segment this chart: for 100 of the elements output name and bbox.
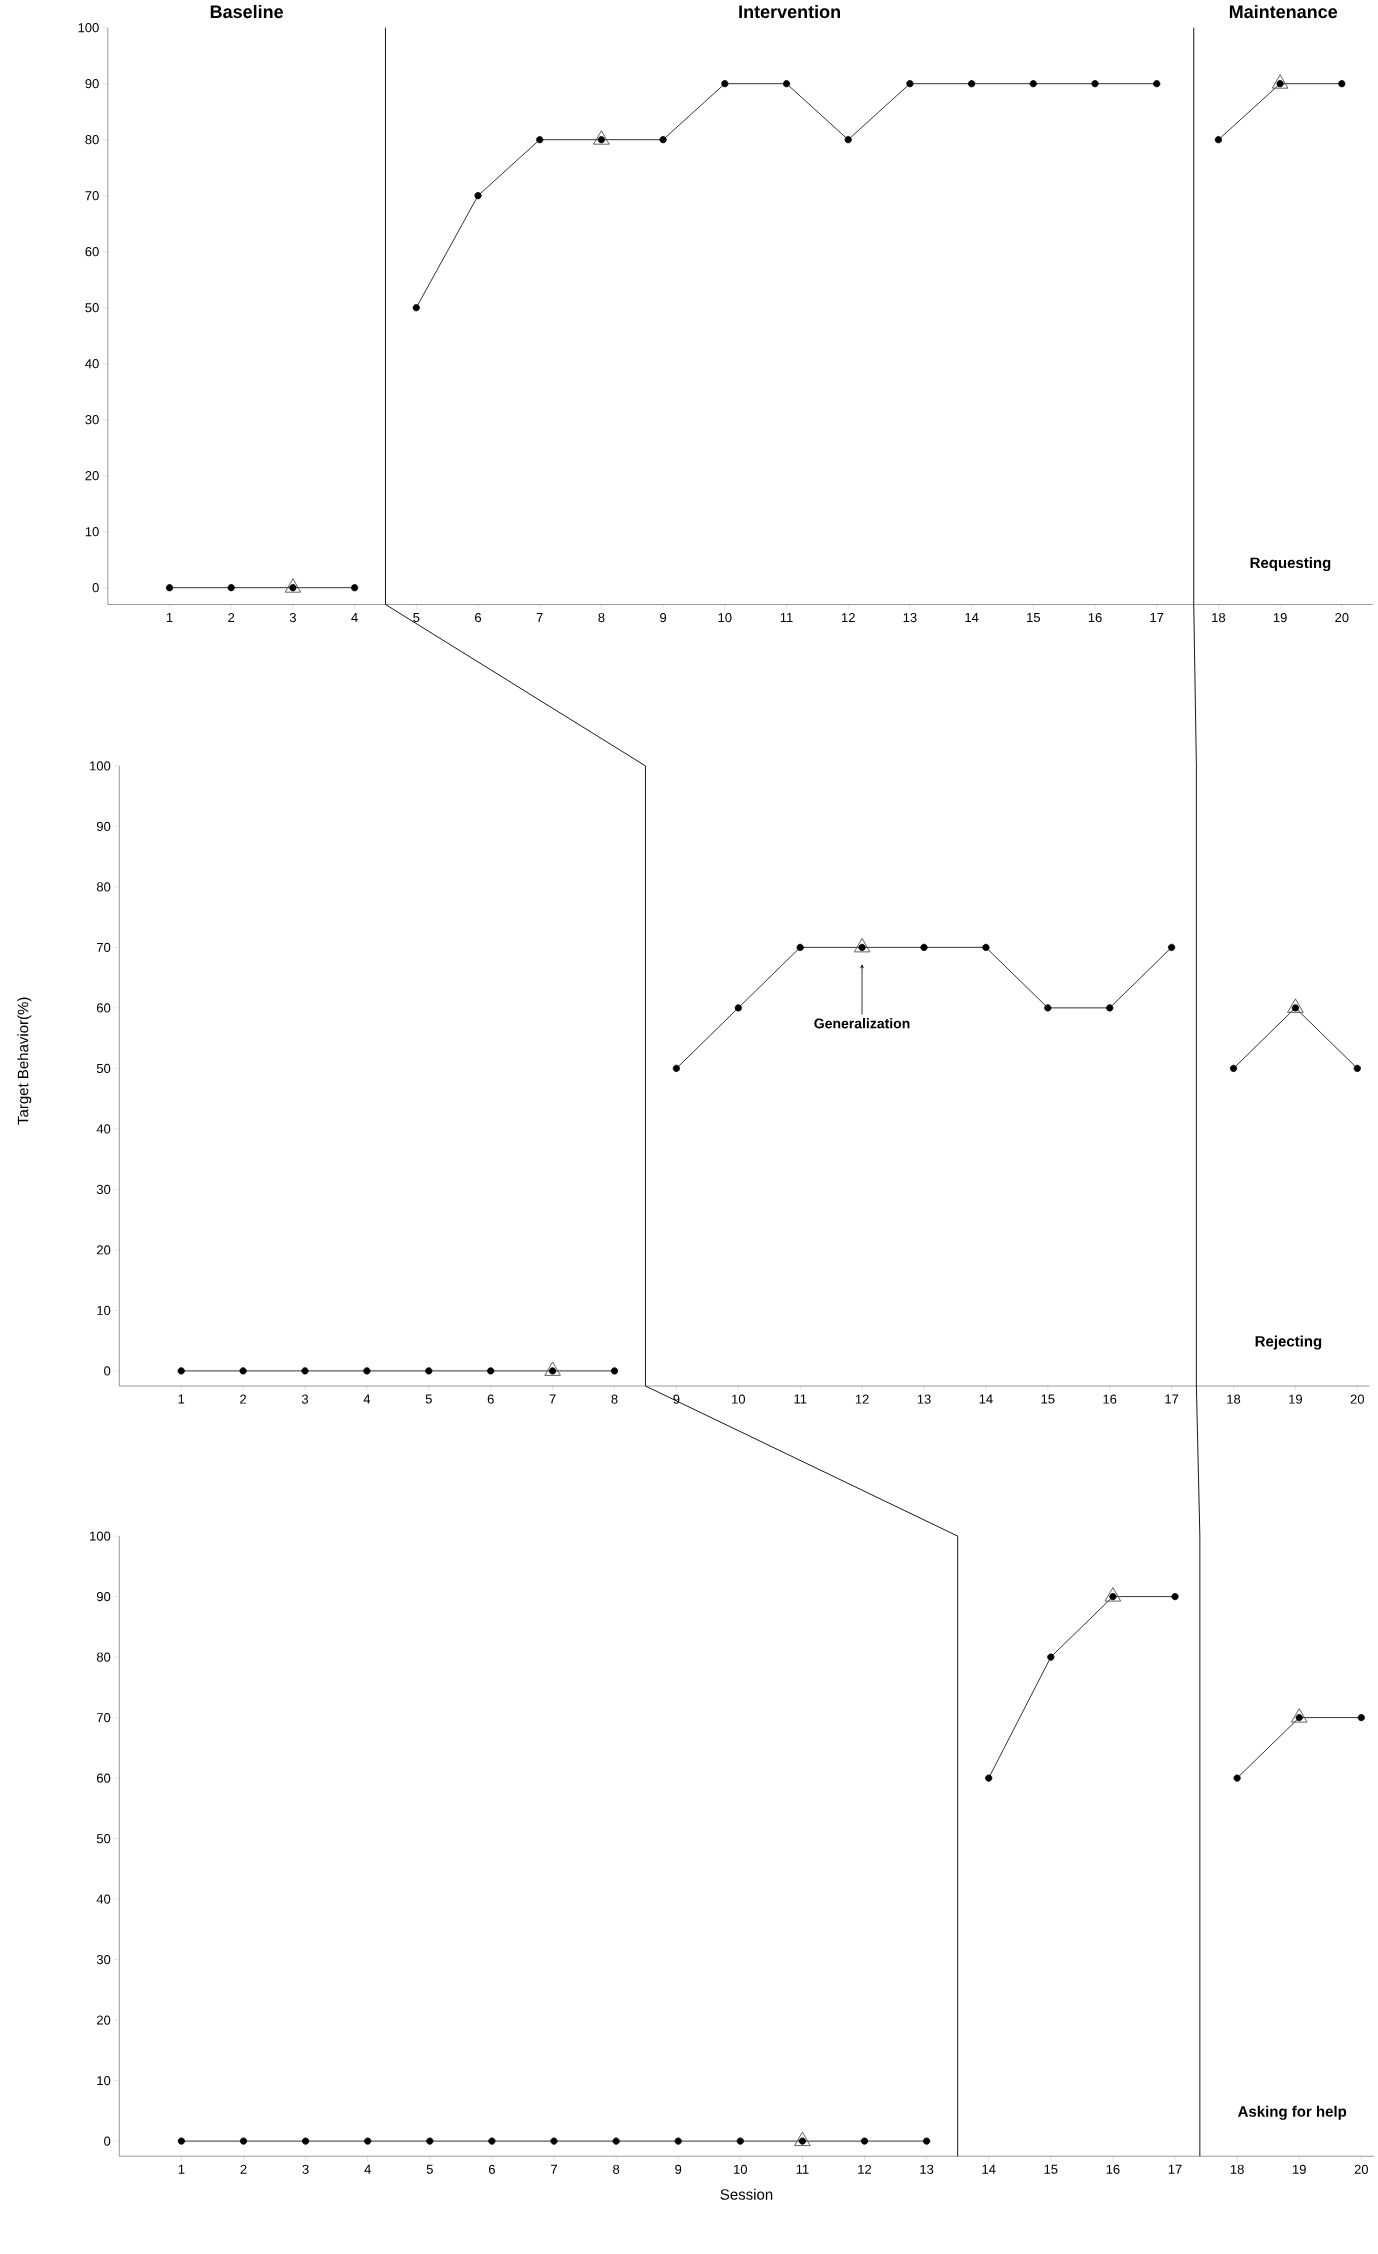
x-tick-label: 2 (240, 2164, 247, 2174)
point (794, 2131, 811, 2147)
x-tick-label: 20 (1335, 613, 1349, 623)
x-tick-label: 15 (1044, 2164, 1058, 2174)
text: Baseline (210, 4, 284, 19)
x-tick-label: 19 (1273, 613, 1287, 623)
x-tick-label: 3 (301, 1394, 309, 1404)
y-tick-label: 90 (85, 79, 99, 89)
point (425, 1367, 433, 1375)
point (1029, 80, 1037, 88)
point (798, 2137, 807, 2145)
y-tick-label: 10 (97, 1305, 111, 1315)
point (610, 1367, 619, 1375)
x-tick-label: 10 (732, 1394, 746, 1404)
x-tick-label: 16 (1088, 613, 1102, 623)
y-tick-label: 40 (96, 1894, 111, 1904)
x-tick-label: 11 (794, 1394, 807, 1404)
point (1295, 1713, 1303, 1722)
x-tick-label: 2 (228, 613, 235, 623)
y-tick-label: 60 (96, 1003, 111, 1013)
point (1357, 1713, 1365, 1722)
point (488, 2137, 496, 2145)
point (363, 1367, 371, 1375)
point (1214, 136, 1223, 144)
point (1153, 80, 1161, 88)
x-tick-label: 9 (660, 613, 667, 623)
point (1233, 1774, 1241, 1782)
point (1229, 1064, 1238, 1072)
point (239, 1367, 247, 1375)
point (412, 304, 420, 312)
x-tick-label: 7 (536, 613, 543, 622)
y-tick-label: 30 (96, 1954, 111, 1965)
point (906, 80, 914, 88)
point (1338, 80, 1346, 88)
x-tick-label: 20 (1350, 1394, 1365, 1404)
point (985, 1774, 993, 1782)
y-tick-label: 20 (96, 1245, 111, 1255)
point (487, 1367, 495, 1375)
point (351, 584, 359, 592)
point (549, 1367, 557, 1375)
x-axis-title: Session (720, 2188, 773, 2200)
point (289, 584, 297, 592)
x-tick-label: 13 (917, 1394, 931, 1404)
point (782, 80, 791, 88)
x-tick-label: 4 (351, 613, 358, 622)
point (844, 136, 852, 144)
x-tick-label: 18 (1212, 613, 1226, 623)
x-tick-label: 4 (364, 2164, 371, 2174)
y-tick-label: 70 (96, 1712, 111, 1723)
x-tick-label: 5 (413, 613, 420, 623)
x-tick-label: 5 (425, 1394, 432, 1404)
x-tick-label: 16 (1103, 1394, 1117, 1404)
point (920, 943, 928, 951)
point (1047, 1653, 1055, 1661)
x-tick-label: 13 (920, 2164, 934, 2174)
point (165, 584, 174, 592)
x-tick-label: 3 (289, 613, 296, 623)
x-tick-label: 7 (551, 2164, 557, 2174)
x-tick-label: 12 (858, 2164, 872, 2174)
x-tick-label: 18 (1227, 1394, 1241, 1404)
point (239, 2137, 248, 2145)
point (736, 2137, 744, 2145)
point (796, 943, 804, 951)
point (672, 1064, 681, 1072)
x-tick-label: 16 (1106, 2164, 1120, 2174)
y-tick-label: 0 (92, 583, 99, 593)
y-tick-label: 70 (85, 191, 99, 201)
x-tick-label: 8 (611, 1394, 618, 1404)
point (474, 192, 482, 200)
x-tick-label: 9 (673, 1394, 680, 1404)
x-tick-label: 18 (1230, 2164, 1244, 2174)
point (860, 2137, 869, 2145)
y-tick-label: 10 (85, 527, 99, 537)
annotation: Generalization (814, 1018, 910, 1029)
point (177, 2137, 185, 2145)
text: Requesting (1250, 557, 1331, 572)
point (1171, 1592, 1179, 1601)
x-tick-label: 19 (1289, 1394, 1303, 1404)
y-tick-label: 60 (96, 1773, 111, 1783)
point (550, 2137, 558, 2145)
y-tick-label: 40 (85, 359, 99, 369)
point (674, 2137, 682, 2145)
x-tick-label: 3 (302, 2164, 309, 2174)
x-tick-label: 6 (488, 2164, 495, 2174)
x-tick-label: 17 (1165, 1394, 1179, 1404)
x-tick-label: 8 (598, 613, 605, 623)
y-axis-title: Target Behavior(%) (17, 997, 32, 1125)
x-tick-label: 5 (426, 2164, 433, 2174)
x-tick-label: 11 (796, 2164, 809, 2174)
point (1106, 1004, 1114, 1012)
x-tick-label: 6 (475, 613, 482, 623)
point (858, 943, 866, 951)
point (923, 2137, 931, 2145)
point (659, 136, 667, 144)
x-tick-label: 14 (982, 2164, 996, 2174)
x-tick-label: 1 (178, 1394, 185, 1404)
point (302, 2137, 310, 2145)
y-tick-label: 100 (78, 23, 99, 33)
x-tick-label: 8 (613, 2164, 620, 2174)
x-tick-label: 14 (979, 1394, 993, 1404)
